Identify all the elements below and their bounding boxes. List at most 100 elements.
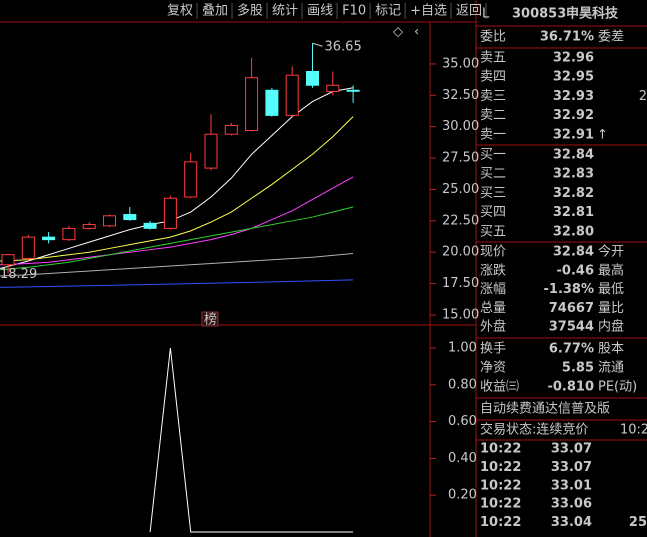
y-tick-label: 0.20	[448, 488, 477, 503]
tick-time: 10:22	[480, 497, 521, 512]
flag: L	[482, 7, 490, 22]
tick-time: 10:22	[480, 515, 521, 530]
ad-link[interactable]: 自动续费通达信普及版	[480, 402, 610, 417]
y-tick-label: 35.00	[442, 56, 479, 71]
candle-body	[163, 197, 177, 229]
high-label: 36.65	[325, 40, 362, 55]
candle-body	[346, 89, 360, 92]
row-right-label: 股本	[598, 342, 624, 357]
row-label: 买三	[480, 186, 506, 201]
candle-body	[204, 133, 218, 169]
row-value: 32.84	[553, 245, 594, 260]
tick-price: 33.06	[551, 497, 592, 512]
tick-price: 33.07	[551, 442, 592, 457]
row-value: 5.85	[562, 361, 594, 376]
row-value: 32.93	[553, 89, 594, 104]
row-label: 涨跌	[480, 262, 506, 278]
moving-average	[0, 252, 354, 277]
row-value: 32.82	[553, 186, 594, 201]
row-label: 买四	[480, 205, 506, 220]
row-value: -0.46	[557, 263, 594, 278]
y-tick-label: 32.50	[442, 88, 479, 103]
candle-body	[143, 222, 157, 229]
row-arrow: ↑	[597, 127, 608, 142]
moving-average	[0, 116, 354, 262]
toolbar-button[interactable]: 标记	[375, 4, 401, 19]
toolbar-button[interactable]: 叠加	[202, 4, 228, 19]
candle-body	[62, 227, 76, 241]
status-time: 10:2	[620, 423, 647, 438]
row-value: -1.38%	[544, 282, 595, 297]
candle-body	[285, 74, 299, 116]
row-label: 外盘	[480, 319, 506, 335]
row-label: 买五	[480, 224, 506, 239]
row-right-label: 最高	[598, 262, 624, 278]
row-label: 收益㈢	[480, 380, 519, 395]
row-label: 卖二	[480, 108, 506, 123]
trade-status: 交易状态:连续竞价	[480, 422, 588, 438]
toolbar-button[interactable]: 返回	[456, 4, 482, 19]
tick-price: 33.01	[551, 478, 592, 493]
y-tick-label: 22.50	[442, 213, 479, 228]
row-value: 32.96	[553, 51, 594, 66]
low-label: 18.29	[0, 267, 37, 282]
indicator-line	[149, 347, 354, 533]
tick-price: 33.07	[551, 460, 592, 475]
candle-body	[184, 161, 198, 198]
y-tick-label: 0.40	[448, 451, 477, 466]
toolbar-button[interactable]: 复权	[167, 3, 193, 19]
tick-time: 10:22	[480, 442, 521, 457]
toolbar-button[interactable]: +自选	[410, 4, 447, 19]
candle-body	[123, 214, 137, 221]
row-label: 买二	[480, 167, 506, 182]
leader	[312, 42, 323, 47]
moving-average	[0, 206, 354, 271]
y-tick-label: 30.00	[442, 119, 479, 134]
row-right-label: 量比	[598, 301, 624, 316]
tick-volume: 25	[629, 515, 647, 530]
row-label: 净资	[480, 361, 506, 376]
row-value: 32.84	[553, 148, 594, 163]
toolbar-button[interactable]: 多股	[237, 3, 263, 19]
row-value: 32.95	[553, 70, 594, 85]
y-tick-label: 1.00	[448, 341, 477, 356]
y-tick-label: 25.00	[442, 182, 479, 197]
row-label: 卖四	[480, 70, 506, 85]
toolbar-button[interactable]: 画线	[307, 4, 333, 19]
row-right-label: 最低	[598, 282, 624, 297]
row-label: 涨幅	[480, 282, 506, 297]
icon[interactable]: ‹	[414, 25, 419, 40]
row-label: 现价	[480, 245, 506, 260]
row-right-label: 委差	[598, 30, 624, 45]
row-label: 换手	[480, 342, 506, 357]
row-right-label: 流通	[598, 361, 624, 376]
y-tick-label: 0.80	[448, 377, 477, 392]
tick-time: 10:22	[480, 478, 521, 493]
row-volume: 2	[639, 89, 647, 104]
candle-body	[265, 89, 279, 116]
icon[interactable]: ◇	[393, 25, 403, 40]
row-value: 6.77%	[549, 342, 594, 357]
toolbar-button[interactable]: F10	[342, 4, 366, 19]
moving-average	[0, 279, 354, 288]
row-value: 32.92	[553, 108, 594, 123]
candle-body	[103, 215, 116, 227]
y-tick-label: 15.00	[442, 307, 479, 322]
y-tick-label: 20.00	[442, 245, 479, 260]
row-label: 买一	[480, 148, 506, 163]
y-tick-label: 27.50	[442, 151, 479, 166]
row-value: 32.80	[553, 224, 594, 239]
y-tick-label: 0.60	[448, 414, 477, 429]
row-value: 32.83	[553, 167, 594, 182]
row-value: 32.81	[553, 205, 594, 220]
toolbar-button[interactable]: 统计	[272, 4, 298, 19]
row-value: -0.810	[547, 380, 594, 395]
moving-average	[0, 176, 354, 266]
candle-body	[326, 84, 340, 93]
row-value: 32.91	[553, 127, 594, 142]
candle-body	[21, 236, 35, 259]
y-tick-label: 17.50	[442, 276, 479, 291]
candle-body	[224, 124, 238, 135]
row-right-label: 内盘	[598, 319, 624, 335]
